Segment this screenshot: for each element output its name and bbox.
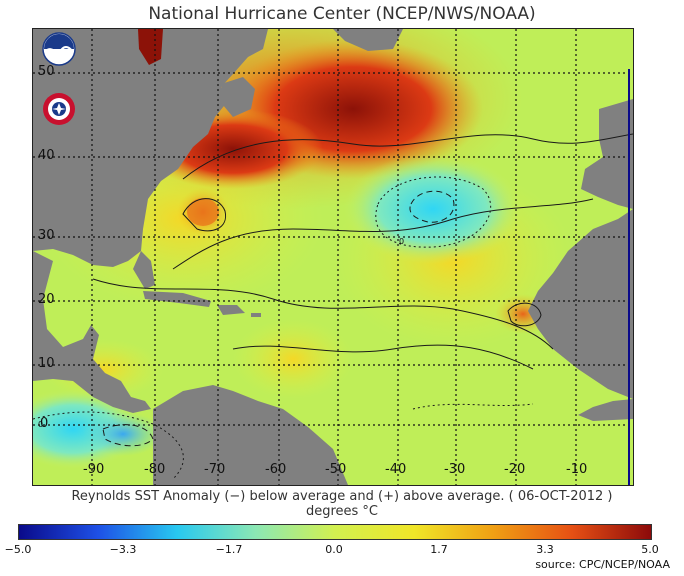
colorbar-tick: 5.0 (641, 543, 659, 556)
anomaly-hotspot (138, 29, 163, 65)
lat-label-50: 50 (38, 64, 55, 79)
page-title: National Hurricane Center (NCEP/NWS/NOAA… (148, 4, 536, 24)
edge-marker (628, 69, 630, 485)
colorbar-tick: −3.3 (109, 543, 137, 556)
map-caption: Reynolds SST Anomaly (−) below average a… (0, 489, 684, 519)
lon-label--10: -10 (566, 462, 588, 477)
lat-label-0: 0 (40, 416, 49, 431)
sst-anomaly-map: 0 0 (32, 28, 634, 486)
caption-line-1: Reynolds SST Anomaly (−) below average a… (71, 489, 613, 504)
lat-label-10: 10 (38, 356, 55, 371)
lat-label-20: 20 (38, 292, 55, 307)
contour-lines (92, 133, 633, 370)
caption-line-2: degrees °C (305, 504, 379, 519)
lon-label--80: -80 (144, 462, 166, 477)
contour-label: 0 (38, 420, 43, 429)
lon-label--70: -70 (204, 462, 226, 477)
lon-label--30: -30 (444, 462, 466, 477)
lon-label--40: -40 (385, 462, 407, 477)
colorbar-tick: 3.3 (536, 543, 554, 556)
lon-label--60: -60 (265, 462, 287, 477)
lat-lon-grid (33, 29, 633, 485)
contour-zero-lines (33, 176, 534, 480)
colorbar-tick: −5.0 (4, 543, 32, 556)
contour-negative-lines (102, 190, 455, 447)
source-credit: source: CPC/NCEP/NOAA (535, 558, 670, 571)
colorbar-tick: −1.7 (215, 543, 243, 556)
lat-label-40: 40 (38, 148, 55, 163)
noaa-logo (42, 32, 76, 70)
contour-label: 0 (399, 237, 404, 246)
lon-label--50: -50 (325, 462, 347, 477)
lon-label--90: -90 (83, 462, 105, 477)
nws-logo (42, 92, 76, 130)
colorbar-tick: 1.7 (430, 543, 448, 556)
colorbar (18, 524, 652, 540)
colorbar-tick: 0.0 (325, 543, 343, 556)
land (33, 29, 633, 485)
lat-label-30: 30 (38, 228, 55, 243)
lon-label--20: -20 (504, 462, 526, 477)
